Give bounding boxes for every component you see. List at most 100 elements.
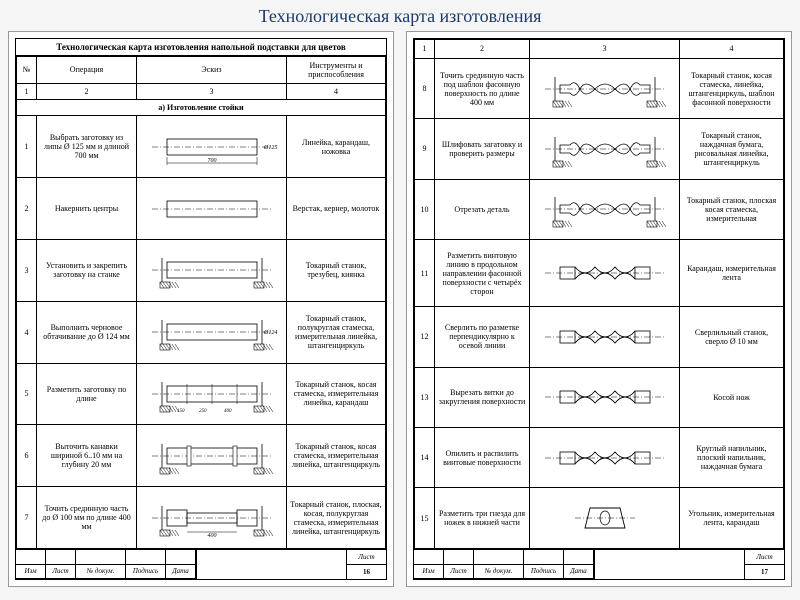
row-num: 1 (17, 116, 37, 178)
row-tools: Круглый напильник, плоский напильник, на… (680, 428, 784, 488)
row-operation: Разметить три гнезда для ножек в нижней … (435, 488, 530, 549)
row-operation: Сверлить по разметке перпендикулярно к о… (435, 307, 530, 367)
stamp-cell (524, 550, 564, 565)
stamp-cell: Изм (16, 565, 46, 580)
row-operation: Точить срединную часть до Ø 100 мм по дл… (37, 487, 137, 549)
th-sk: Эскиз (137, 57, 287, 84)
row-num: 2 (17, 178, 37, 240)
row-sketch (137, 240, 287, 302)
table-row: 15 Разметить три гнезда для ножек в нижн… (415, 488, 784, 549)
row-operation: Разметить заготовку по длине (37, 363, 137, 425)
table-row: 11 Разметить винтовую линию в продольном… (415, 240, 784, 307)
table-row: 13 Вырезать витки до закругления поверхн… (415, 367, 784, 427)
row-tools: Верстак, кернер, молоток (287, 178, 386, 240)
svg-text:400: 400 (207, 532, 216, 539)
table-row: 3 Установить и закрепить заготовку на ст… (17, 240, 386, 302)
colnum-3: 3 (530, 40, 680, 59)
stamp-cell: Дата (564, 565, 594, 580)
page-container: Технологическая карта изготовления напол… (0, 31, 800, 595)
row-num: 8 (415, 58, 435, 118)
section-heading: а) Изготовление стойки (17, 100, 386, 116)
row-num: 11 (415, 240, 435, 307)
table-row: 7 Точить срединную часть до Ø 100 мм по … (17, 487, 386, 549)
row-sketch: Ø124 (137, 301, 287, 363)
row-sketch (530, 488, 680, 549)
row-sketch: 700 Ø125 (137, 116, 287, 178)
table-row: 14 Опилить и распилить винтовые поверхно… (415, 428, 784, 488)
row-operation: Выполнить черновое обтачивание до Ø 124 … (37, 301, 137, 363)
row-sketch (137, 425, 287, 487)
colnum-2: 2 (37, 83, 137, 99)
row-tools: Токарный станок, плоская, косая, полукру… (287, 487, 386, 549)
row-num: 6 (17, 425, 37, 487)
row-tools: Токарный станок, косая стамеска, измерит… (287, 363, 386, 425)
row-tools: Токарный станок, полукруглая стамеска, и… (287, 301, 386, 363)
row-tools: Косой нож (680, 367, 784, 427)
row-num: 4 (17, 301, 37, 363)
row-sketch (530, 428, 680, 488)
row-operation: Точить срединную часть под шаблон фасонн… (435, 58, 530, 118)
stamp-cell (474, 550, 524, 565)
svg-text:700: 700 (207, 158, 216, 164)
row-num: 3 (17, 240, 37, 302)
row-sketch (530, 367, 680, 427)
row-num: 9 (415, 119, 435, 179)
row-operation: Вырезать витки до закругления поверхност… (435, 367, 530, 427)
stamp-cell: Изм (414, 565, 444, 580)
stamp-cell: № докум. (474, 565, 524, 580)
row-operation: Накернить центры (37, 178, 137, 240)
stamp-cell (126, 550, 166, 565)
page-number: 17 (745, 565, 784, 579)
stamp-cell (76, 550, 126, 565)
row-tools: Токарный станок, трезубец, киянка (287, 240, 386, 302)
row-num: 12 (415, 307, 435, 367)
stamp-cell: Дата (166, 565, 196, 580)
row-tools: Токарный станок, косая стамеска, линейка… (680, 58, 784, 118)
stamp-cell (414, 550, 444, 565)
row-num: 7 (17, 487, 37, 549)
page-label: Лист (745, 550, 784, 565)
tech-table-1: № Операция Эскиз Инструменты и приспособ… (16, 56, 386, 549)
table-row: 10 Отрезать деталь Токарный станок, плос… (415, 179, 784, 239)
title-block-2: ИзмЛист№ докум.ПодписьДата Лист 17 (414, 549, 784, 579)
th-num: № (17, 57, 37, 84)
page-title: Технологическая карта изготовления (0, 0, 800, 31)
row-tools: Карандаш, измерительная лента (680, 240, 784, 307)
table-row: 4 Выполнить черновое обтачивание до Ø 12… (17, 301, 386, 363)
colnum-3: 3 (137, 83, 287, 99)
row-tools: Угольник, измерительная лента, карандаш (680, 488, 784, 549)
svg-text:Ø124: Ø124 (263, 329, 277, 336)
tech-table-2: 1 2 3 4 8 Точить срединную часть под шаб… (414, 39, 784, 549)
table-row: 2 Накернить центры Верстак, кернер, моло… (17, 178, 386, 240)
sheet-title: Технологическая карта изготовления напол… (16, 39, 386, 56)
stamp-cell: Подпись (524, 565, 564, 580)
row-operation: Выбрать заготовку из липы Ø 125 мм и дли… (37, 116, 137, 178)
svg-text:Ø125: Ø125 (263, 145, 277, 151)
row-tools: Линейка, карандаш, ножовка (287, 116, 386, 178)
row-sketch (137, 178, 287, 240)
colnum-1: 1 (415, 40, 435, 59)
row-operation: Установить и закрепить заготовку на стан… (37, 240, 137, 302)
stamp-cell: Лист (46, 565, 76, 580)
svg-text:250: 250 (199, 409, 207, 414)
stamp-cell (166, 550, 196, 565)
stamp-cell (46, 550, 76, 565)
stamp-cell (16, 550, 46, 565)
svg-text:400: 400 (224, 409, 232, 414)
table-row: 6 Выточить канавки шириной 6..10 мм на г… (17, 425, 386, 487)
sheet-page-2: 1 2 3 4 8 Точить срединную часть под шаб… (406, 31, 792, 587)
row-sketch (530, 58, 680, 118)
row-operation: Шлифовать загатовку и проверить размеры (435, 119, 530, 179)
row-num: 5 (17, 363, 37, 425)
title-block-1: ИзмЛист№ докум.ПодписьДата Лист 16 (16, 549, 386, 579)
svg-text:150: 150 (177, 409, 185, 414)
sheet-page-1: Технологическая карта изготовления напол… (8, 31, 394, 587)
th-op: Операция (37, 57, 137, 84)
row-tools: Токарный станок, плоская косая стамеска,… (680, 179, 784, 239)
table-row: 12 Сверлить по разметке перпендикулярно … (415, 307, 784, 367)
row-sketch: 150 250 400 (137, 363, 287, 425)
colnum-1: 1 (17, 83, 37, 99)
row-sketch (530, 240, 680, 307)
row-tools: Токарный станок, наждачная бумага, рисов… (680, 119, 784, 179)
page-label: Лист (347, 550, 386, 565)
